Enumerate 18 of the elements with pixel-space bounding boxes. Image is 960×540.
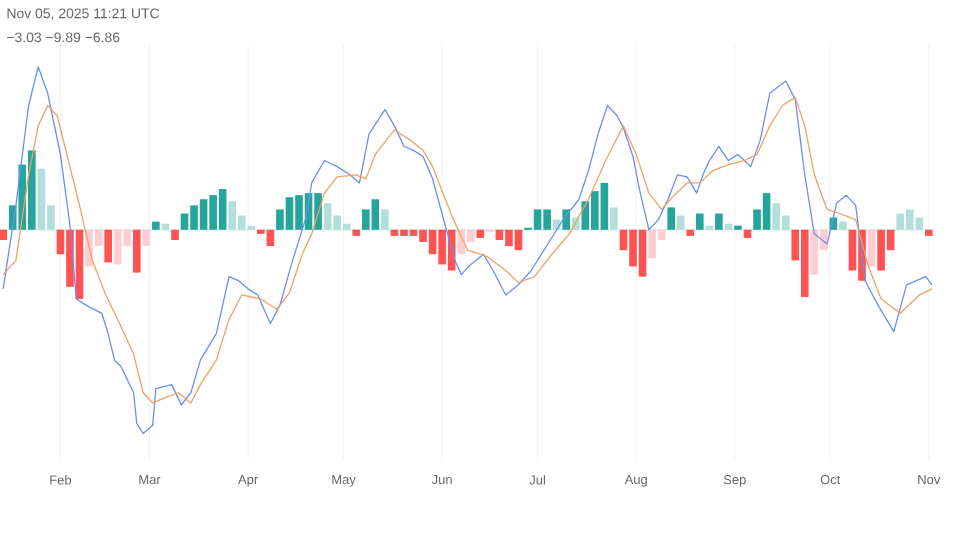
bar [743, 229, 752, 238]
bar [152, 221, 160, 230]
bar [925, 229, 933, 236]
bar [132, 229, 141, 273]
bar [610, 207, 618, 230]
bar [695, 213, 704, 230]
bar [171, 229, 179, 240]
bar [142, 229, 151, 247]
bar [352, 229, 361, 236]
bar [104, 229, 112, 263]
bar [676, 215, 685, 230]
bar [715, 213, 723, 230]
bar [0, 229, 7, 240]
bar [476, 229, 485, 238]
bar [839, 221, 847, 230]
bar [667, 207, 675, 230]
bar [686, 229, 695, 236]
bar [381, 209, 389, 230]
